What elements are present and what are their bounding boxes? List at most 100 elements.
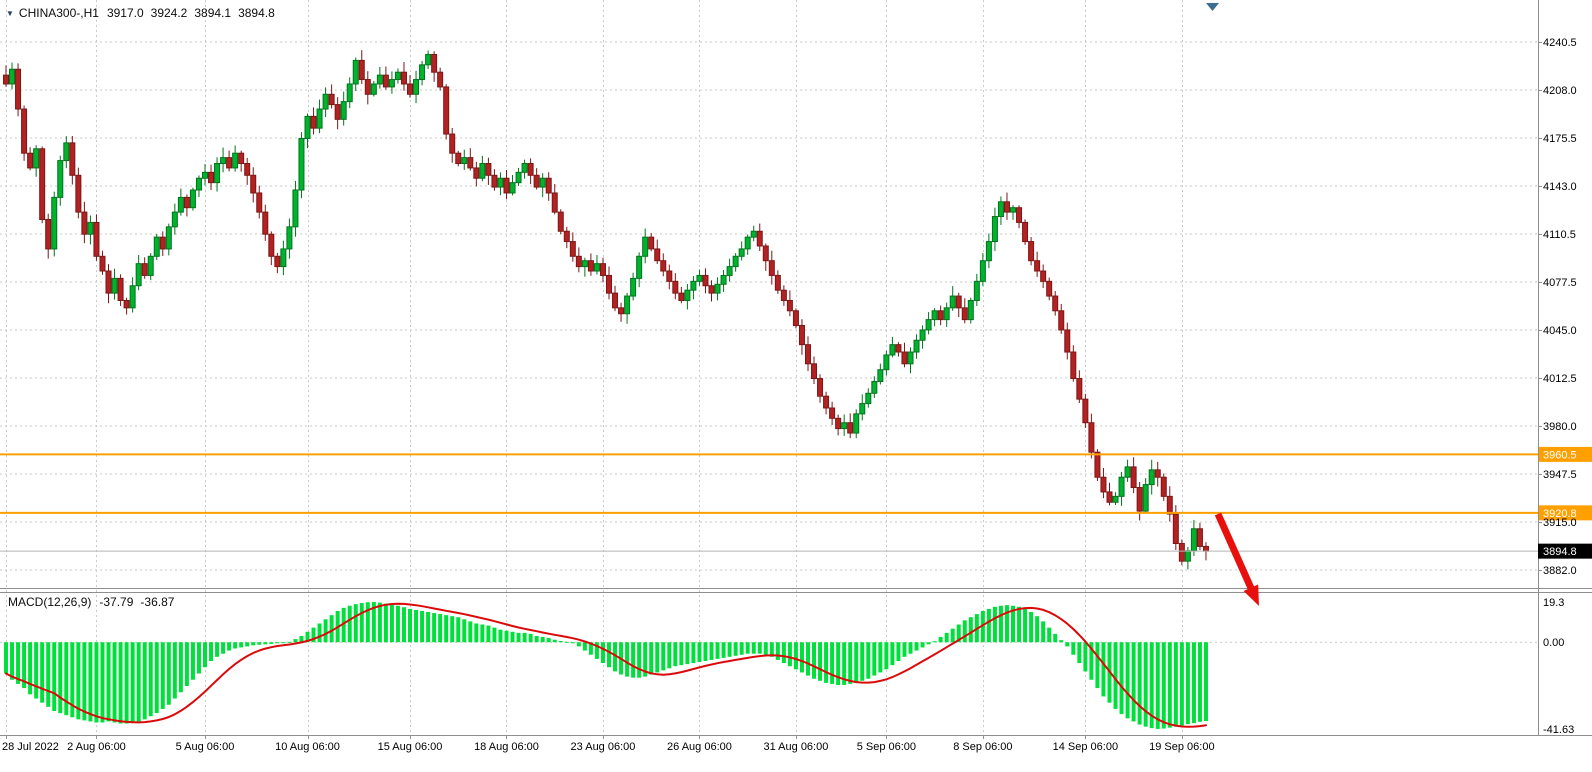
macd-bar bbox=[986, 608, 991, 643]
macd-bar bbox=[40, 642, 45, 703]
macd-bar bbox=[305, 631, 310, 643]
macd-bar bbox=[679, 642, 684, 666]
candle bbox=[1118, 476, 1125, 497]
macd-bar bbox=[799, 642, 804, 673]
macd-bar bbox=[317, 623, 322, 643]
candle bbox=[334, 104, 341, 120]
candle bbox=[322, 93, 329, 110]
candle bbox=[135, 263, 142, 287]
candle bbox=[189, 189, 196, 209]
macd-bar bbox=[4, 642, 8, 674]
candle bbox=[949, 295, 956, 309]
candle bbox=[352, 59, 359, 85]
candle bbox=[310, 115, 317, 129]
macd-bar bbox=[1029, 612, 1034, 643]
macd-bar bbox=[160, 642, 165, 709]
macd-bar bbox=[836, 642, 841, 685]
level-line-3920.8[interactable]: 3920.8 bbox=[0, 505, 1592, 521]
candle bbox=[774, 274, 781, 291]
candle bbox=[991, 216, 998, 243]
candle bbox=[105, 270, 112, 294]
candle bbox=[473, 167, 480, 179]
trend-arrow[interactable] bbox=[1214, 512, 1259, 606]
time-axis-label: 18 Aug 06:00 bbox=[474, 741, 539, 753]
macd-bar bbox=[1035, 616, 1040, 643]
candle bbox=[27, 152, 34, 169]
macd-bar bbox=[703, 642, 708, 661]
level-price-tag-label: 3920.8 bbox=[1543, 508, 1577, 520]
candle bbox=[491, 174, 498, 188]
macd-bar bbox=[172, 642, 177, 699]
bid-tag-label: 3894.8 bbox=[1543, 546, 1577, 558]
macd-bar bbox=[920, 642, 925, 648]
candle bbox=[195, 177, 202, 191]
macd-bar bbox=[576, 642, 581, 647]
candle bbox=[413, 79, 420, 95]
candle bbox=[979, 260, 986, 282]
macd-bar bbox=[76, 642, 81, 720]
symbol-collapse-icon[interactable]: ▼ bbox=[6, 8, 14, 18]
macd-bar bbox=[468, 621, 473, 643]
price-axis-label: 4045.0 bbox=[1543, 325, 1577, 337]
candle bbox=[841, 422, 848, 430]
candle bbox=[750, 230, 757, 238]
candle bbox=[244, 163, 251, 176]
macd-bar bbox=[552, 639, 557, 643]
time-axis-label: 5 Aug 06:00 bbox=[176, 741, 235, 753]
candle bbox=[539, 177, 546, 188]
price-axis-label: 3882.0 bbox=[1543, 565, 1577, 577]
macd-bar bbox=[956, 624, 961, 643]
candle bbox=[925, 319, 932, 331]
candle bbox=[232, 152, 239, 169]
macd-signal-polyline bbox=[5, 602, 1207, 728]
time-axis-label: 10 Aug 06:00 bbox=[275, 741, 340, 753]
candle bbox=[1190, 528, 1197, 552]
macd-bar bbox=[866, 642, 871, 679]
candle bbox=[461, 157, 468, 165]
macd-bar bbox=[1203, 642, 1208, 722]
macd-bar bbox=[486, 625, 491, 643]
macd-axis-label: 0.00 bbox=[1543, 637, 1564, 649]
candle bbox=[1142, 484, 1149, 512]
macd-bar bbox=[10, 642, 15, 680]
candle bbox=[388, 79, 395, 88]
macd-axis-label: 19.3 bbox=[1543, 597, 1564, 609]
macd-bar bbox=[365, 602, 370, 643]
macd-bar bbox=[124, 642, 129, 724]
candle bbox=[811, 363, 818, 380]
candle bbox=[654, 248, 661, 262]
macd-bar bbox=[1173, 642, 1178, 727]
macd-bar bbox=[1041, 621, 1046, 643]
macd-bar bbox=[818, 642, 823, 681]
candle bbox=[81, 211, 88, 235]
candle bbox=[732, 255, 739, 268]
scroll-marker[interactable] bbox=[1206, 3, 1219, 11]
candle bbox=[1178, 542, 1185, 562]
macd-bar bbox=[1131, 642, 1136, 722]
candle bbox=[708, 285, 715, 294]
candle bbox=[593, 263, 600, 272]
scroll-to-end-icon[interactable] bbox=[1206, 3, 1219, 11]
quote-low: 3894.1 bbox=[194, 6, 232, 20]
time-axis-label: 26 Aug 06:00 bbox=[667, 741, 732, 753]
macd-bar bbox=[34, 642, 39, 699]
macd-bar bbox=[329, 615, 334, 643]
candle bbox=[165, 226, 172, 250]
macd-bar bbox=[347, 605, 352, 643]
level-line-3960.5[interactable]: 3960.5 bbox=[0, 446, 1592, 462]
candle bbox=[1094, 451, 1101, 478]
macd-bar bbox=[1101, 642, 1106, 697]
macd-bar bbox=[275, 642, 280, 644]
macd-bar bbox=[667, 642, 672, 669]
macd-bar bbox=[395, 605, 400, 643]
candle bbox=[666, 270, 673, 282]
macd-current-value: -37.79 bbox=[99, 595, 134, 609]
macd-bar bbox=[202, 642, 207, 668]
arrow-shaft[interactable] bbox=[1214, 512, 1258, 597]
candle bbox=[1040, 270, 1047, 282]
candle bbox=[660, 260, 667, 272]
arrow-head[interactable] bbox=[1243, 584, 1259, 606]
macd-info-bar: MACD(12,26,9) -37.79 -36.87 bbox=[8, 595, 181, 609]
macd-bar bbox=[962, 620, 967, 643]
